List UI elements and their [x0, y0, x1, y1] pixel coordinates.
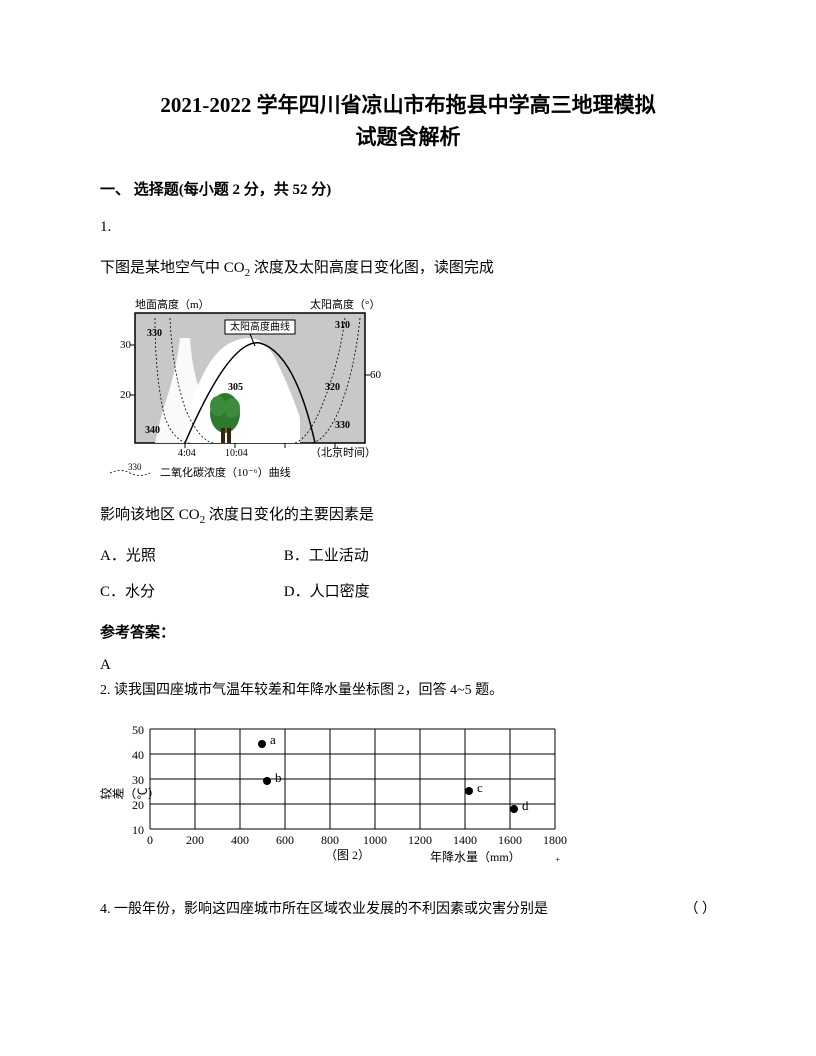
svg-text:10: 10: [132, 823, 144, 837]
svg-text:20: 20: [120, 389, 132, 401]
q1-intro: 下图是某地空气中 CO2 浓度及太阳高度日变化图，读图完成: [100, 256, 716, 283]
q1-options: A．光照 B．工业活动 C．水分 D．人口密度: [100, 544, 716, 601]
svg-text:1200: 1200: [408, 833, 432, 847]
q1-number: 1.: [100, 219, 716, 236]
svg-text:50: 50: [132, 723, 144, 737]
svg-text:30: 30: [120, 339, 132, 351]
svg-text:c: c: [477, 780, 483, 795]
svg-text:太阳高度曲线: 太阳高度曲线: [230, 320, 290, 333]
svg-text:4:04: 4:04: [178, 448, 196, 459]
option-c: C．水分: [100, 580, 280, 601]
svg-text:800: 800: [321, 833, 339, 847]
svg-text:1600: 1600: [498, 833, 522, 847]
q4-text: 4. 一般年份，影响这四座城市所在区域农业发展的不利因素或灾害分别是 （ ）: [100, 899, 716, 921]
svg-text:400: 400: [231, 833, 249, 847]
answer-value: A: [100, 657, 716, 674]
svg-text:b: b: [275, 770, 282, 785]
option-b: B．工业活动: [284, 544, 464, 565]
svg-text:（北京时间）: （北京时间）: [310, 445, 376, 459]
svg-text:年降水量（mm）: 年降水量（mm）: [430, 850, 521, 864]
svg-text:1000: 1000: [363, 833, 387, 847]
figure-1: 太阳高度曲线 地面高度（m） 太阳高度（°） 30 20 60 330 310 …: [100, 298, 716, 483]
option-d: D．人口密度: [284, 580, 464, 601]
svg-text:200: 200: [186, 833, 204, 847]
title-line-2: 试题含解析: [356, 125, 461, 149]
section-header: 一、 选择题(每小题 2 分，共 52 分): [100, 178, 716, 199]
svg-text:地面高度（m）: 地面高度（m）: [135, 298, 210, 311]
page-title: 2021-2022 学年四川省凉山市布拖县中学高三地理模拟 试题含解析: [100, 90, 716, 153]
svg-text:60: 60: [370, 369, 382, 381]
scatter-chart: 气温年较差（℃） 50 40 30 20 10 0 20: [100, 709, 600, 879]
svg-text:305: 305: [228, 382, 243, 393]
answer-header: 参考答案：: [100, 621, 716, 642]
svg-text:10:04: 10:04: [225, 448, 248, 459]
svg-text:40: 40: [132, 748, 144, 762]
title-line-1: 2021-2022 学年四川省凉山市布拖县中学高三地理模拟: [160, 93, 655, 117]
svg-text:320: 320: [325, 382, 340, 393]
svg-text:330: 330: [128, 462, 142, 472]
svg-text:330: 330: [147, 328, 162, 339]
q2-text: 2. 读我国四座城市气温年较差和年降水量坐标图 2，回答 4~5 题。: [100, 679, 716, 699]
svg-text:20: 20: [132, 798, 144, 812]
q1-stem: 影响该地区 CO2 浓度日变化的主要因素是: [100, 503, 716, 530]
svg-text:310: 310: [335, 320, 350, 331]
figure-2: 气温年较差（℃） 50 40 30 20 10 0 20: [100, 709, 716, 884]
svg-text:0: 0: [147, 833, 153, 847]
svg-text:d: d: [522, 798, 529, 813]
co2-sun-chart: 太阳高度曲线 地面高度（m） 太阳高度（°） 30 20 60 330 310 …: [100, 298, 430, 483]
svg-text:600: 600: [276, 833, 294, 847]
svg-text:340: 340: [145, 425, 160, 436]
svg-text:1400: 1400: [453, 833, 477, 847]
option-a: A．光照: [100, 544, 280, 565]
svg-text:太阳高度（°）: 太阳高度（°）: [310, 298, 380, 311]
svg-text:1800: 1800: [543, 833, 567, 847]
svg-text:₊: ₊: [555, 853, 560, 864]
svg-text:（图 2）: （图 2）: [325, 848, 370, 862]
svg-text:30: 30: [132, 773, 144, 787]
svg-text:气温年较差（℃）: 气温年较差（℃）: [100, 787, 160, 801]
svg-text:330: 330: [335, 420, 350, 431]
svg-text:二氧化碳浓度（10⁻⁶）曲线: 二氧化碳浓度（10⁻⁶）曲线: [160, 465, 291, 479]
svg-text:a: a: [270, 732, 276, 747]
